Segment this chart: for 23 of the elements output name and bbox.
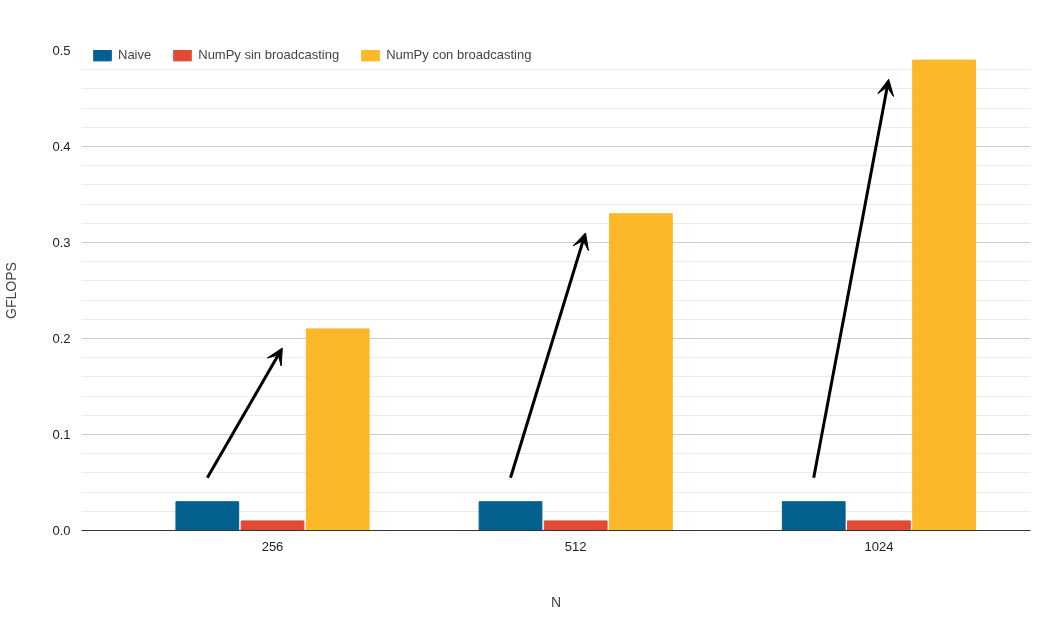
x-tick-label: 256 bbox=[261, 538, 284, 554]
bar bbox=[912, 59, 976, 531]
y-tick-label: 0.3 bbox=[52, 235, 71, 250]
x-axis-title: N bbox=[550, 593, 562, 610]
bar bbox=[847, 520, 911, 531]
legend-label: Naive bbox=[118, 49, 152, 62]
bar bbox=[478, 501, 543, 531]
y-tick-label: 0.1 bbox=[52, 427, 71, 442]
bar bbox=[781, 501, 846, 531]
legend-label: NumPy con broadcasting bbox=[386, 49, 532, 62]
y-tick-label: 0.2 bbox=[52, 331, 71, 346]
y-tick-label: 0.5 bbox=[52, 43, 71, 58]
x-tick-label: 1024 bbox=[864, 538, 894, 554]
bar bbox=[609, 213, 673, 531]
bar bbox=[305, 328, 370, 531]
bar bbox=[175, 501, 240, 531]
legend-label: NumPy sin broadcasting bbox=[198, 49, 340, 62]
bar bbox=[240, 520, 305, 531]
y-tick-label: 0.0 bbox=[52, 523, 71, 538]
y-axis-title: GFLOPS bbox=[3, 262, 20, 319]
bar bbox=[543, 520, 608, 531]
x-tick-label: 512 bbox=[564, 538, 587, 554]
y-tick-label: 0.4 bbox=[52, 139, 71, 154]
